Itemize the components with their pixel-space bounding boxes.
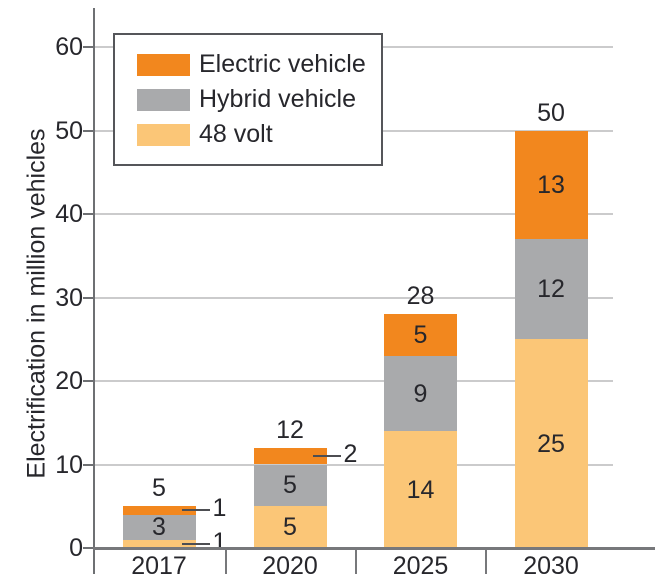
legend-label-48-volt: 48 volt [199, 120, 273, 148]
y-tick-30 [83, 296, 93, 299]
bar-segment-48-volt-2025 [384, 431, 457, 548]
legend-swatch-hybrid-vehicle [137, 88, 190, 111]
x-axis-label-2025: 2025 [392, 552, 449, 580]
y-tick-label-60: 60 [55, 33, 83, 61]
y-tick-label-0: 0 [69, 534, 83, 562]
y-tick-20 [83, 380, 93, 382]
callout-line-48-volt-2017 [181, 542, 210, 545]
segment-label-48-volt-2030: 25 [537, 429, 565, 458]
total-label-2025: 28 [406, 282, 435, 311]
bar-segment-hybrid-vehicle-2025 [384, 355, 457, 432]
total-label-2017: 5 [152, 474, 166, 503]
x-axis-label-2020: 2020 [262, 552, 318, 580]
segment-label-hybrid-vehicle-2025: 9 [413, 379, 428, 408]
x-axis-label-2017: 2017 [131, 552, 187, 580]
bar-segment-hybrid-vehicle-2030 [514, 239, 588, 340]
total-label-2020: 12 [276, 415, 304, 444]
bar-segment-48-volt-2030 [514, 339, 588, 548]
gridline-40 [93, 213, 613, 215]
y-tick-label-30: 30 [55, 283, 83, 312]
segment-label-hybrid-vehicle-2017: 3 [152, 513, 166, 542]
callout-label-electric-vehicle-2020: 2 [343, 440, 358, 469]
y-tick-40 [83, 213, 93, 215]
segment-label-hybrid-vehicle-2020: 5 [283, 471, 297, 500]
bar-segment-electric-vehicle-2020 [253, 447, 327, 465]
segment-label-48-volt-2020: 5 [283, 513, 297, 542]
x-axis-divider-1 [224, 548, 227, 574]
x-axis-label-2030: 2030 [523, 552, 579, 580]
segment-label-electric-vehicle-2030: 13 [537, 170, 565, 199]
callout-line-electric-vehicle-2020 [312, 455, 341, 458]
legend-item-48-volt: 48 volt [137, 120, 381, 148]
segment-label-electric-vehicle-2025: 5 [413, 321, 428, 350]
y-tick-label-50: 50 [55, 116, 83, 145]
segment-label-hybrid-vehicle-2030: 12 [537, 275, 565, 304]
y-tick-label-10: 10 [55, 450, 83, 479]
x-axis-line [93, 547, 655, 550]
gridline-30 [93, 296, 613, 299]
callout-line-electric-vehicle-2017 [181, 509, 210, 512]
y-tick-label-20: 20 [55, 367, 83, 395]
bar-segment-hybrid-vehicle-2017 [122, 514, 196, 540]
bar-segment-electric-vehicle-2017 [122, 506, 196, 515]
y-tick-0 [83, 547, 93, 549]
callout-label-electric-vehicle-2017: 1 [212, 494, 227, 523]
bar-segment-hybrid-vehicle-2020 [253, 464, 327, 507]
y-tick-10 [83, 463, 93, 466]
bar-segment-electric-vehicle-2025 [384, 314, 457, 356]
legend-label-electric-vehicle: Electric vehicle [199, 50, 366, 78]
legend-item-electric-vehicle: Electric vehicle [137, 50, 381, 78]
bar-segment-48-volt-2017 [122, 539, 196, 548]
x-axis-divider-2 [354, 548, 357, 574]
gridline-20 [93, 380, 613, 382]
gridline-10 [93, 463, 613, 466]
total-label-2030: 50 [537, 98, 565, 127]
legend-item-hybrid-vehicle: Hybrid vehicle [137, 85, 381, 113]
y-axis-line [93, 8, 95, 574]
bar-segment-electric-vehicle-2030 [514, 130, 588, 240]
y-tick-50 [83, 129, 93, 132]
legend-label-hybrid-vehicle: Hybrid vehicle [199, 85, 357, 113]
legend-swatch-electric-vehicle [137, 53, 190, 76]
y-tick-60 [83, 46, 93, 48]
legend-swatch-48-volt [137, 123, 190, 146]
segment-label-48-volt-2025: 14 [406, 475, 435, 504]
legend: Electric vehicle Hybrid vehicle 48 volt [113, 33, 383, 166]
bar-segment-48-volt-2020 [253, 506, 327, 548]
x-axis-divider-3 [484, 548, 487, 574]
y-tick-label-40: 40 [55, 200, 83, 228]
